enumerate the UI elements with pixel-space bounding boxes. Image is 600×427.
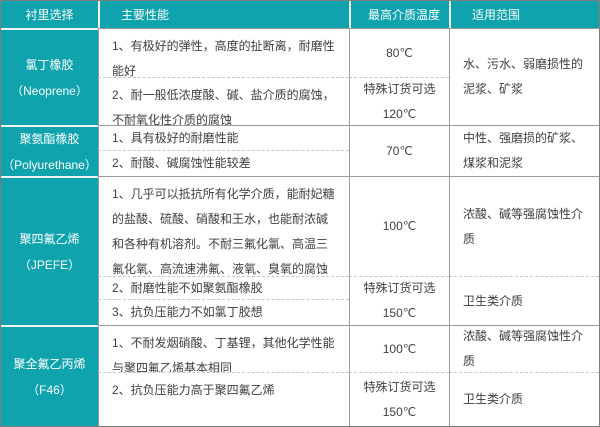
temperature-value: 80℃ <box>386 45 413 60</box>
temperature-note: 特殊订货可选 <box>363 281 436 295</box>
temperature-cell: 特殊订货可选 120℃ <box>349 77 449 125</box>
performance-cell: 2、耐酸、碱腐蚀性能较差 <box>98 150 349 176</box>
material-cell-neoprene: 氯丁橡胶 （Neoprene） <box>1 28 98 125</box>
range-cell: 浓酸、碱等强腐蚀性介质 <box>449 325 599 372</box>
range-cell: 浓酸、碱等强腐蚀性介质 <box>449 176 599 276</box>
material-name-en: （Neoprene） <box>11 83 88 98</box>
temperature-cell: 特殊订货可选 150℃ <box>349 372 449 426</box>
performance-cell: 1、有极好的弹性，高度的扯断离，耐磨性能好 <box>98 28 349 77</box>
temperature-cell: 100℃ <box>349 176 449 276</box>
material-cell-ptfe: 聚四氟乙烯 （JPEFE） <box>1 176 98 325</box>
header-cell-performance: 主要性能 <box>98 1 349 28</box>
temperature-cell: 特殊订货可选 150℃ <box>349 276 449 325</box>
material-name: 聚四氟乙烯 <box>19 231 80 246</box>
performance-cell: 3、抗负压能力不如氯丁胶想 <box>98 299 349 325</box>
range-cell: 卫生类介质 <box>449 276 599 325</box>
performance-cell: 2、耐磨性能不如聚氨酯橡胶 <box>98 276 349 299</box>
material-name-en: （JPEFE） <box>18 257 81 272</box>
performance-cell: 1、具有极好的耐磨性能 <box>98 125 349 150</box>
material-name-en: （F46） <box>27 382 72 397</box>
temperature-value: 70℃ <box>386 143 413 158</box>
temperature-value: 150℃ <box>382 404 417 419</box>
temperature-value: 100℃ <box>382 219 417 233</box>
material-cell-f46: 聚全氟乙丙烯 （F46） <box>1 325 98 426</box>
material-name: 聚全氟乙丙烯 <box>13 356 86 371</box>
header-cell-range: 适用范围 <box>449 1 599 28</box>
temperature-value: 120℃ <box>382 106 417 121</box>
material-name: 聚氨酯橡胶 <box>19 131 80 146</box>
performance-cell: 1、几乎可以抵抗所有化学介质，能耐妃糖的盐酸、硫酸、硝酸和王水，也能耐浓碱和各种… <box>98 176 349 276</box>
range-cell: 卫生类介质 <box>449 372 599 426</box>
performance-cell: 1、不耐发烟硝酸、丁基锂，其他化学性能与聚四氟乙烯基本相同 <box>98 325 349 372</box>
range-cell: 水、污水、弱磨损性的泥浆、矿浆 <box>449 28 599 125</box>
performance-cell: 2、抗负压能力高于聚四氟乙烯 <box>98 372 349 426</box>
temperature-note: 特殊订货可选 <box>363 81 436 96</box>
temperature-value: 100℃ <box>382 341 417 356</box>
temperature-cell: 80℃ <box>349 28 449 77</box>
temperature-value: 150℃ <box>382 306 417 320</box>
material-name: 氯丁橡胶 <box>25 57 74 72</box>
temperature-cell: 70℃ <box>349 125 449 176</box>
temperature-note: 特殊订货可选 <box>363 379 436 394</box>
material-cell-polyurethane: 聚氨酯橡胶 （Polyurethane） <box>1 125 98 176</box>
header-cell-lining: 衬里选择 <box>1 1 98 28</box>
range-cell: 中性、强磨损的矿浆、煤浆和泥浆 <box>449 125 599 176</box>
header-cell-max-temp: 最高介质温度 <box>349 1 449 28</box>
performance-cell: 2、耐一般低浓度酸、碱、盐介质的腐蚀，不耐氧化性介质的腐蚀 <box>98 77 349 125</box>
temperature-cell: 100℃ <box>349 325 449 372</box>
material-name-en: （Polyurethane） <box>2 157 97 172</box>
